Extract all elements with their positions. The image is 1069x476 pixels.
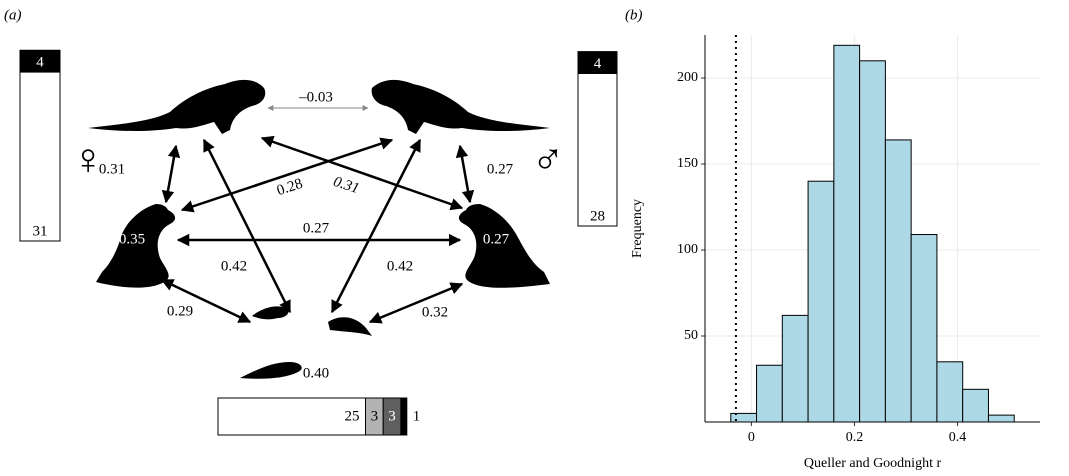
y-tick-label: 150 [677,156,698,171]
bar-label: 3 [371,408,379,424]
bar-label: 31 [33,223,48,239]
within-label: 0.35 [119,231,145,247]
x-tick-label: 0 [748,430,755,445]
figure: (a) (b) ♀ ♂ –0.030.310.270.280.310.270.4… [0,0,1069,476]
bar [937,362,963,422]
relatedness-arrows [162,108,470,322]
relatedness-label: 0.27 [487,161,514,177]
bar-segment [20,72,60,241]
x-axis-label: Queller and Goodnight r [804,456,942,471]
bar [782,315,808,422]
bar [885,140,911,422]
relatedness-label: 0.28 [275,176,305,199]
bar [988,415,1014,422]
x-tick-label: 0.2 [846,430,864,445]
panel-label: (b) [625,7,643,23]
within-label: 0.40 [303,365,329,381]
relatedness-label: 0.27 [303,220,330,236]
y-tick-label: 200 [677,70,698,85]
bar-segment [401,398,407,435]
bar-label: 1 [413,408,421,424]
bar-segment [218,398,366,435]
bar [963,389,989,422]
bar-label: 4 [594,56,602,72]
relatedness-label: –0.03 [298,89,333,105]
relatedness-label: 0.42 [387,258,413,274]
bar [757,365,783,422]
bar-label: 28 [590,208,605,224]
panel-label: (a) [4,7,22,23]
bar [808,181,834,422]
bar [834,45,860,422]
bar-label: 4 [36,54,44,70]
x-tick-label: 0.4 [949,430,967,445]
bar [860,61,886,422]
relatedness-label: 0.32 [422,304,448,320]
male-symbol: ♂ [532,135,565,184]
relatedness-label: 0.31 [331,174,361,197]
relatedness-label: 0.29 [167,303,193,319]
bar-segment [578,73,617,226]
y-tick-label: 100 [677,242,698,257]
within-label: 0.27 [483,231,510,247]
relatedness-label: 0.42 [221,258,247,274]
bar-label: 3 [388,408,396,424]
bar-label: 25 [345,408,360,424]
y-tick-label: 50 [684,328,698,343]
bar [731,413,757,422]
bar [911,235,937,422]
y-axis-label: Frequency [630,199,645,258]
relatedness-label: 0.31 [99,161,125,177]
